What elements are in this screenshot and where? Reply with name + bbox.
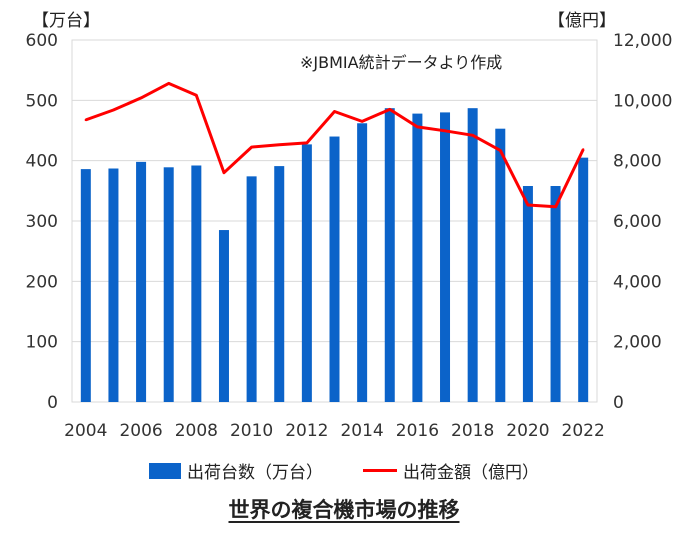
legend-label-line: 出荷金額（億円）	[403, 463, 539, 483]
bar	[136, 161, 147, 402]
line-point	[554, 205, 557, 209]
line-point	[471, 134, 474, 137]
bar	[163, 167, 174, 402]
x-tick-label: 2006	[119, 421, 162, 441]
y-right-tick-label: 2,000	[613, 333, 662, 353]
y-right-tick-label: 0	[613, 393, 624, 413]
line-point	[195, 94, 198, 97]
line-point	[139, 96, 143, 100]
bar	[384, 108, 395, 402]
y-left-tick-label: 100	[26, 333, 58, 353]
y-left-tick-label: 200	[26, 272, 58, 292]
left-unit-label: 【万台】	[32, 11, 100, 31]
line-point	[443, 129, 447, 133]
bar	[191, 165, 202, 402]
line-point	[526, 203, 530, 207]
bar	[550, 186, 561, 402]
x-tick-label: 2008	[175, 421, 218, 441]
bar	[218, 230, 229, 402]
x-tick-label: 2020	[506, 421, 549, 441]
bar	[329, 136, 340, 403]
y-left-tick-label: 600	[26, 31, 58, 51]
x-tick-label: 2010	[230, 421, 273, 441]
x-tick-label: 2016	[396, 421, 439, 441]
line-point	[278, 143, 281, 146]
y-right-tick-label: 8,000	[613, 152, 662, 172]
line-point	[84, 118, 88, 122]
y-left-tick-label: 500	[26, 91, 58, 111]
line-point	[333, 110, 336, 113]
bar	[274, 166, 285, 402]
line-point	[360, 120, 364, 123]
y-left-tick-label: 0	[47, 393, 58, 413]
y-right-tick-label: 4,000	[613, 272, 662, 292]
y-right-tick-label: 12,000	[613, 31, 672, 51]
bar	[412, 113, 423, 403]
x-tick-label: 2018	[451, 421, 494, 441]
line-series-value	[84, 81, 585, 209]
line-point	[112, 108, 115, 112]
x-tick-label: 2004	[64, 421, 107, 441]
bar	[578, 157, 589, 402]
bar	[108, 168, 119, 402]
chart-title-wrap: 世界の複合機市場の推移	[0, 494, 688, 524]
source-note: ※JBMIA統計データより作成	[300, 53, 502, 72]
line-point	[416, 125, 419, 129]
legend-swatch-bar	[149, 462, 181, 479]
right-unit-label: 【億円】	[548, 11, 616, 31]
legend-item-line: 出荷金額（億円）	[363, 458, 539, 483]
x-tick-label: 2022	[562, 421, 605, 441]
bar	[495, 128, 506, 402]
line-point	[222, 171, 226, 174]
bar	[522, 186, 533, 402]
chart-title: 世界の複合機市場の推移	[228, 498, 460, 522]
y-left-tick-label: 300	[26, 212, 58, 232]
line-point	[305, 141, 309, 145]
line-point	[499, 149, 502, 152]
bar-series-shipments	[80, 108, 589, 403]
x-axis: 2004 2006 2008 2010 2012 2014 2016 2018 2020 2022	[64, 421, 605, 441]
legend: 出荷台数（万台） 出荷金額（億円）	[0, 458, 688, 483]
line-point	[250, 145, 253, 149]
bar	[80, 169, 91, 402]
line-point	[167, 82, 170, 85]
line-point	[581, 148, 585, 151]
y-left-tick-label: 400	[26, 152, 58, 172]
bar	[467, 108, 478, 402]
y-right-tick-label: 10,000	[613, 91, 672, 111]
line-point	[388, 108, 391, 111]
y-axis-right: 0 2,000 4,000 6,000 8,000 10,000 12,000	[613, 31, 672, 413]
y-axis-left: 0 100 200 300 400 500 600	[26, 31, 58, 413]
bar	[357, 123, 368, 402]
legend-swatch-line	[363, 469, 397, 472]
bar	[246, 176, 257, 402]
x-tick-label: 2014	[340, 421, 383, 441]
legend-label-bar: 出荷台数（万台）	[187, 463, 323, 483]
x-tick-label: 2012	[285, 421, 328, 441]
bar	[440, 112, 451, 403]
y-right-tick-label: 6,000	[613, 212, 662, 232]
bar	[301, 144, 312, 403]
legend-item-bar: 出荷台数（万台）	[149, 458, 323, 483]
